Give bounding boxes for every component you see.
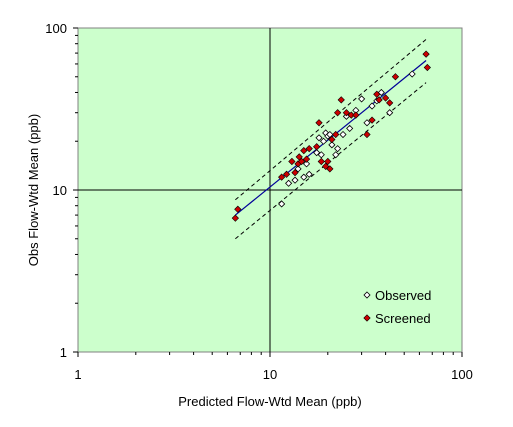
- observed-point: [315, 134, 323, 142]
- screened-point: [381, 94, 390, 102]
- screened-point: [363, 130, 371, 139]
- observed-point: [317, 151, 325, 159]
- observed-point: [368, 102, 376, 110]
- screened-point: [352, 111, 360, 119]
- observed-point: [363, 119, 371, 127]
- x-axis-title: Predicted Flow-Wtd Mean (ppb): [178, 394, 362, 409]
- legend-screened-marker: [363, 314, 371, 322]
- observed-point: [326, 130, 334, 139]
- screened-point: [391, 73, 400, 81]
- y-tick-label: 100: [45, 21, 67, 36]
- observed-point: [332, 151, 340, 159]
- lower-band-line: [235, 82, 427, 240]
- screened-point: [300, 147, 308, 155]
- observed-point: [300, 173, 308, 181]
- y-tick-label: 10: [53, 183, 67, 198]
- observed-point: [291, 176, 299, 184]
- screened-point: [297, 157, 306, 166]
- observed-point: [278, 200, 286, 208]
- screened-point: [373, 90, 381, 98]
- screened-point: [291, 169, 299, 177]
- screened-point: [328, 135, 336, 144]
- x-tick-label: 1: [74, 367, 81, 382]
- axes: 11 10 10 100 100: [45, 21, 473, 382]
- screened-point: [282, 170, 291, 178]
- observed-point: [302, 160, 311, 168]
- confidence-band: [235, 39, 427, 240]
- screened-point: [315, 119, 323, 127]
- screened-point: [288, 157, 296, 166]
- screened-point: [375, 96, 383, 104]
- screened-point: [333, 109, 342, 117]
- screened-point: [342, 109, 351, 117]
- screened-point: [386, 99, 394, 107]
- screened-point: [295, 153, 303, 161]
- screened-point: [337, 96, 345, 104]
- screened-point: [368, 116, 376, 124]
- screened-point: [332, 130, 340, 139]
- observed-point: [386, 109, 394, 117]
- screened-point: [302, 155, 311, 163]
- screened-point: [305, 145, 313, 153]
- screened-point: [324, 157, 332, 166]
- observed-point: [294, 165, 302, 173]
- x-tick-label: 100: [451, 367, 473, 382]
- screened-point: [423, 63, 431, 72]
- screened-point: [231, 214, 239, 222]
- screened-point: [313, 143, 321, 151]
- data-points: [231, 50, 431, 222]
- observed-point: [346, 124, 354, 132]
- y-axis-title: Obs Flow-Wtd Mean (ppb): [26, 114, 41, 266]
- observed-point: [328, 141, 336, 149]
- screened-point: [326, 165, 334, 173]
- screened-point: [322, 162, 330, 170]
- screened-point: [317, 157, 325, 166]
- y-tick-label: 1: [60, 345, 67, 360]
- observed-point: [339, 130, 347, 139]
- legend-screened-label: Screened: [375, 311, 431, 326]
- screened-point: [234, 205, 242, 213]
- observed-point: [358, 95, 366, 103]
- observed-point: [285, 179, 293, 187]
- grid-lines: [78, 28, 462, 352]
- legend-observed-label: Observed: [375, 288, 431, 303]
- observed-point: [313, 149, 321, 157]
- legend-observed-marker: [363, 291, 371, 299]
- observed-point: [408, 70, 416, 78]
- observed-point: [377, 88, 385, 97]
- observed-point: [305, 170, 313, 178]
- legend: Observed Screened: [363, 288, 431, 326]
- screened-point: [278, 173, 286, 181]
- screened-point: [422, 50, 430, 58]
- x-tick-label: 10: [263, 367, 277, 382]
- observed-point: [319, 137, 328, 145]
- observed-point: [334, 145, 342, 153]
